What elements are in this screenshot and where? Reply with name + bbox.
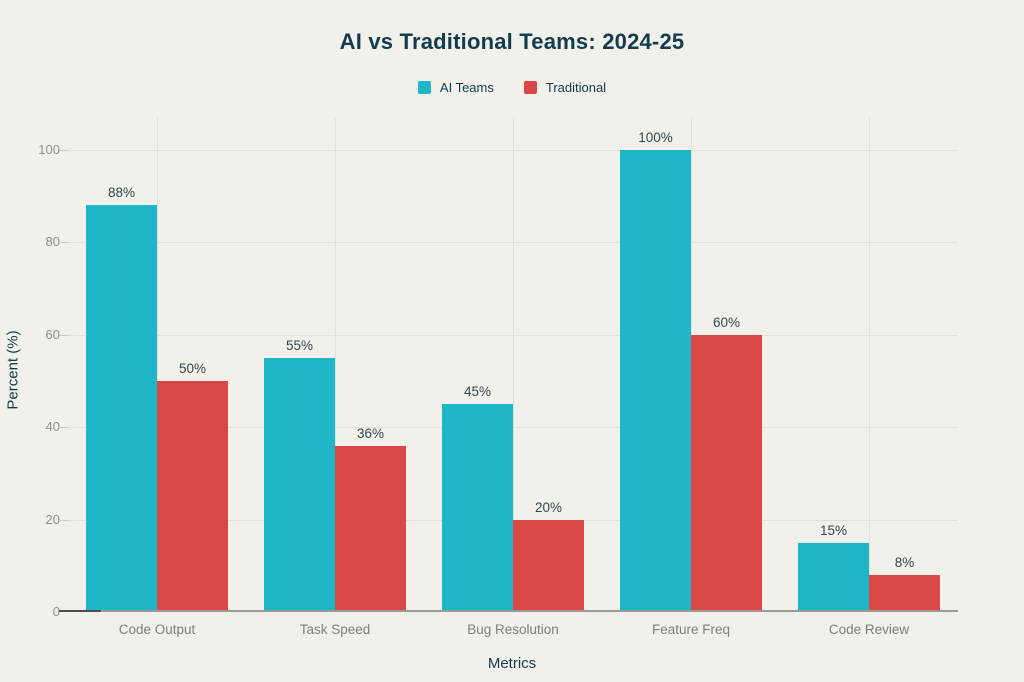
bar-value-label: 36% xyxy=(356,425,385,441)
legend-label-ai-teams: AI Teams xyxy=(439,80,494,95)
bar-traditional xyxy=(869,575,940,612)
bar-value-label: 45% xyxy=(463,384,492,400)
bar-ai-teams xyxy=(264,357,335,612)
legend-swatch-ai-teams-icon xyxy=(417,81,431,94)
bar-ai-teams xyxy=(86,205,157,612)
y-tick-mark xyxy=(60,334,68,336)
y-tick-mark xyxy=(60,242,68,244)
plot-area: 0 20 40 60 80 100 Code Output Task Speed Bug Res… xyxy=(38,118,958,637)
bar-traditional xyxy=(335,445,406,612)
zero-tick-mark xyxy=(59,610,101,612)
legend-item-ai-teams: AI Teams xyxy=(417,80,494,95)
bar-traditional xyxy=(691,334,762,612)
bar-value-label: 20% xyxy=(534,499,563,515)
y-tick-label: 20 xyxy=(45,511,60,527)
bar-traditional xyxy=(513,519,584,612)
bar-value-label: 88% xyxy=(107,185,136,201)
y-tick-label: 40 xyxy=(45,419,60,435)
bar-value-label: 8% xyxy=(894,555,915,571)
legend-swatch-traditional-icon xyxy=(523,81,537,94)
x-axis-line xyxy=(68,610,958,612)
legend-label-traditional: Traditional xyxy=(545,80,607,95)
chart-legend: AI Teams Traditional xyxy=(0,80,1024,95)
y-tick-label: 100 xyxy=(38,142,60,157)
x-axis-title: Metrics xyxy=(487,655,537,672)
bar-ai-teams xyxy=(798,542,869,612)
x-tick-label: Task Speed xyxy=(299,622,371,637)
y-tick-label: 80 xyxy=(45,234,60,250)
bar-value-label: 100% xyxy=(638,130,673,145)
v-gridline xyxy=(335,118,336,612)
legend-item-traditional: Traditional xyxy=(523,80,607,95)
y-tick-label: 60 xyxy=(45,326,60,342)
chart-title: AI vs Traditional Teams: 2024-25 xyxy=(339,29,685,54)
bar-value-label: 50% xyxy=(178,361,207,376)
bar-ai-teams xyxy=(442,404,513,612)
x-tick-label: Bug Resolution xyxy=(467,622,559,637)
y-tick-label: 0 xyxy=(52,604,60,619)
bar-ai-teams xyxy=(620,150,691,612)
y-tick-mark xyxy=(60,519,68,521)
bar-value-label: 60% xyxy=(712,314,741,330)
bar-value-label: 55% xyxy=(285,337,314,353)
v-gridline xyxy=(869,118,870,612)
v-gridline xyxy=(157,118,158,612)
bar-traditional xyxy=(157,381,228,612)
y-axis-title: Percent (%) xyxy=(4,330,22,410)
y-tick-mark xyxy=(60,427,68,429)
bar-value-label: 15% xyxy=(819,522,848,538)
v-gridline xyxy=(513,118,514,612)
x-tick-label: Code Output xyxy=(118,622,196,637)
y-tick-mark xyxy=(60,150,68,151)
x-tick-label: Code Review xyxy=(828,622,910,637)
x-tick-label: Feature Freq xyxy=(651,622,731,637)
